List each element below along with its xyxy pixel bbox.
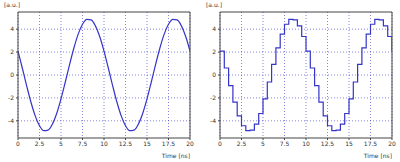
- svg-text:7.5: 7.5: [280, 140, 290, 147]
- svg-text:12.5: 12.5: [321, 140, 335, 147]
- html-text:[a.u.]: [a.u.]: [206, 1, 222, 8]
- svg-text:15: 15: [345, 140, 353, 147]
- svg-text:Time [ns]: Time [ns]: [161, 152, 190, 159]
- svg-text:-4: -4: [8, 117, 14, 124]
- svg-text:-2: -2: [8, 94, 14, 101]
- svg-text:10: 10: [100, 140, 108, 147]
- svg-text:0: 0: [16, 140, 20, 147]
- svg-text:17.5: 17.5: [364, 140, 378, 147]
- svg-text:20: 20: [186, 140, 194, 147]
- svg-text:5: 5: [59, 140, 63, 147]
- svg-text:0: 0: [212, 71, 216, 78]
- svg-text:Time [ns]: Time [ns]: [363, 152, 392, 159]
- svg-text:0: 0: [10, 71, 14, 78]
- svg-text:7.5: 7.5: [78, 140, 88, 147]
- svg-text:15: 15: [143, 140, 151, 147]
- svg-text:2: 2: [212, 48, 216, 55]
- svg-text:4: 4: [212, 25, 216, 32]
- svg-text:0: 0: [218, 140, 222, 147]
- svg-text:17.5: 17.5: [162, 140, 176, 147]
- html-text:[a.u.]: [a.u.]: [4, 1, 20, 8]
- svg-text:2.5: 2.5: [35, 140, 45, 147]
- svg-text:-2: -2: [210, 94, 216, 101]
- svg-text:2: 2: [10, 48, 14, 55]
- svg-text:10: 10: [302, 140, 310, 147]
- svg-text:5: 5: [261, 140, 265, 147]
- svg-text:-4: -4: [210, 117, 216, 124]
- svg-text:4: 4: [10, 25, 14, 32]
- svg-text:2.5: 2.5: [237, 140, 247, 147]
- svg-text:12.5: 12.5: [119, 140, 133, 147]
- svg-text:20: 20: [388, 140, 392, 147]
